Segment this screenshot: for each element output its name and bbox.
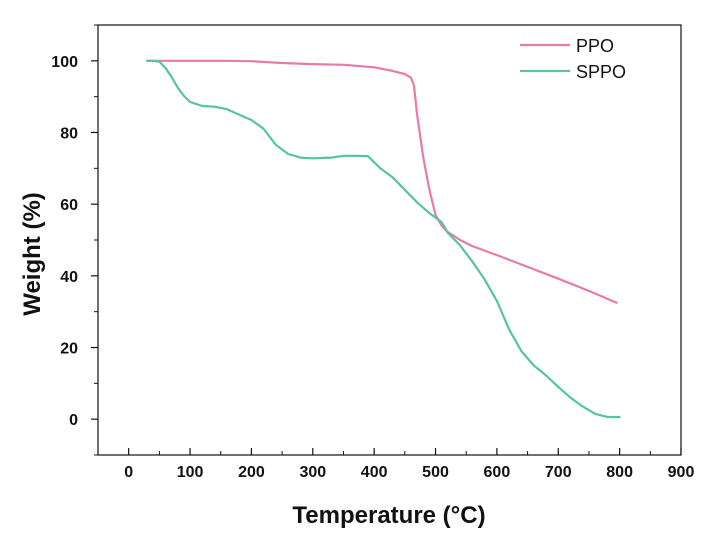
x-tick-label: 900 [668,464,695,481]
plot-border [97,24,682,456]
series-line-ppo [146,59,618,304]
x-tick-label: 700 [545,464,572,481]
x-tick-label: 0 [124,464,133,481]
y-tick-label: 0 [69,412,78,429]
legend-label-ppo: PPO [576,36,614,56]
y-tick-label: 60 [60,197,78,214]
x-tick-label: 100 [177,464,204,481]
plot-area [97,24,682,456]
x-tick-label: 800 [606,464,633,481]
y-tick-label: 100 [51,54,78,71]
legend: PPO SPPO [520,36,626,82]
x-tick-label: 600 [484,464,511,481]
x-tick-label: 400 [361,464,388,481]
y-tick-label: 80 [60,126,78,143]
axis-tick-labels: 0 100 200 300 400 500 600 700 800 900 0 20 40 60 80 100 [51,54,694,481]
x-tick-label: 200 [238,464,265,481]
legend-label-sppo: SPPO [576,62,626,82]
y-axis-title: Weight (%) [19,192,46,316]
axis-ticks [91,24,682,456]
x-tick-label: 300 [299,464,326,481]
y-tick-label: 20 [60,341,78,358]
y-tick-label: 40 [60,269,78,286]
series-lines [146,59,621,419]
series-line-sppo [146,59,621,419]
x-axis-title: Temperature (°C) [292,502,485,529]
x-tick-label: 500 [422,464,449,481]
